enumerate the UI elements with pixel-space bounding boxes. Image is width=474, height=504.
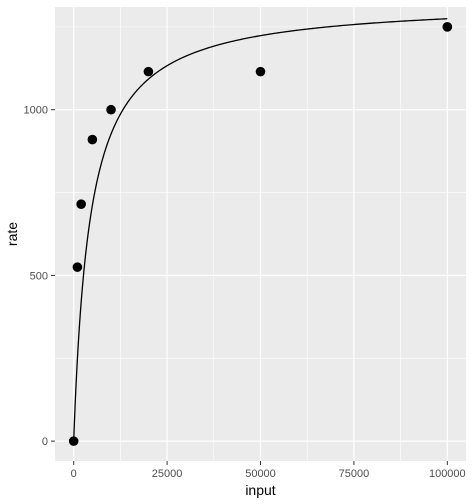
data-points — [68, 22, 453, 446]
data-point — [143, 66, 154, 77]
data-point — [87, 134, 98, 145]
data-point — [76, 199, 86, 209]
x-tick-label: 50000 — [245, 468, 276, 480]
y-axis: 0 500 1000 — [24, 105, 55, 448]
data-point — [442, 22, 453, 32]
data-point — [106, 104, 116, 115]
y-tick-label: 500 — [30, 270, 48, 282]
fitted-curve — [73, 18, 448, 442]
y-tick-label: 1000 — [24, 105, 48, 117]
y-axis-title: rate — [4, 222, 20, 246]
x-tick-label: 0 — [71, 468, 77, 480]
x-tick-label: 25000 — [152, 468, 183, 480]
major-gridlines — [55, 7, 466, 461]
x-axis: 0 25000 50000 75000 100000 — [71, 461, 466, 480]
data-point — [68, 436, 79, 446]
data-point — [72, 262, 83, 272]
y-tick-label: 0 — [42, 436, 48, 448]
x-tick-label: 75000 — [339, 468, 370, 480]
x-tick-label: 100000 — [429, 468, 466, 480]
data-point — [255, 66, 266, 77]
x-axis-title: input — [245, 482, 275, 498]
